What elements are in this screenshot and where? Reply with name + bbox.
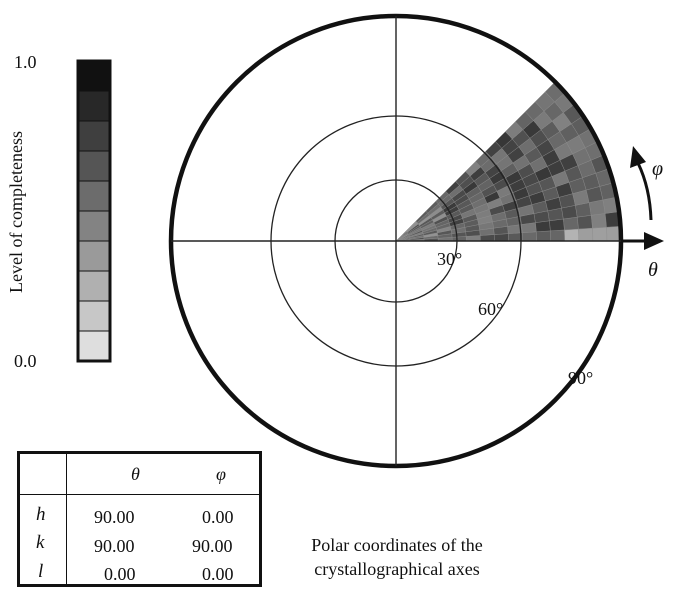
row-l-phi: 0.00 [202, 564, 234, 584]
phi-arrow-head [630, 146, 646, 168]
row-k-theta: 90.00 [94, 536, 135, 556]
legend-max-label: 1.0 [14, 52, 37, 72]
sector-cell [550, 230, 564, 241]
sector-cell [549, 219, 564, 231]
phi-arrow-label: φ [652, 158, 663, 180]
legend-level-1 [78, 331, 110, 361]
legend-level-10 [78, 61, 110, 91]
legend-level-7 [78, 151, 110, 181]
sector-cell [494, 234, 508, 241]
row-label-k: k [36, 533, 44, 553]
header-theta: θ [131, 464, 140, 484]
sector-cell [564, 229, 578, 241]
table-caption: Polar coordinates of the crystallographi… [282, 533, 512, 581]
sector-cell [522, 232, 536, 241]
row-h-theta: 90.00 [94, 507, 135, 527]
caption-line-1: Polar coordinates of the [282, 533, 512, 557]
legend-level-9 [78, 91, 110, 121]
completeness-sector [396, 82, 621, 241]
legend-level-5 [78, 211, 110, 241]
legend-level-3 [78, 271, 110, 301]
sector-cell [591, 213, 606, 228]
table-column-separator [66, 454, 67, 584]
caption-line-2: crystallographical axes [282, 557, 512, 581]
ring-label-90: 90° [568, 368, 593, 388]
ring-label-60: 60° [478, 299, 503, 319]
completeness-color-bar [78, 61, 110, 361]
row-label-h: h [36, 505, 46, 525]
legend-level-4 [78, 241, 110, 271]
axes-coordinates-table: θ φ h 90.00 0.00 k 90.00 90.00 l 0.00 0.… [17, 451, 262, 587]
legend-level-6 [78, 181, 110, 211]
sector-cell [592, 227, 606, 241]
legend-axis-label: Level of completeness [6, 131, 26, 293]
sector-cell [536, 231, 550, 241]
theta-axis-label: θ [648, 259, 658, 281]
row-l-theta: 0.00 [104, 564, 136, 584]
row-k-phi: 90.00 [192, 536, 233, 556]
sector-cell [577, 215, 592, 229]
header-phi: φ [216, 464, 226, 484]
legend-level-2 [78, 301, 110, 331]
theta-arrow-head [644, 232, 664, 250]
ring-label-30: 30° [437, 249, 462, 269]
sector-cell [578, 228, 592, 241]
legend-level-8 [78, 121, 110, 151]
legend-min-label: 0.0 [14, 351, 37, 371]
row-label-l: l [38, 562, 43, 582]
row-h-phi: 0.00 [202, 507, 234, 527]
phi-arrow-arc [638, 163, 651, 220]
sector-cell [563, 217, 578, 230]
